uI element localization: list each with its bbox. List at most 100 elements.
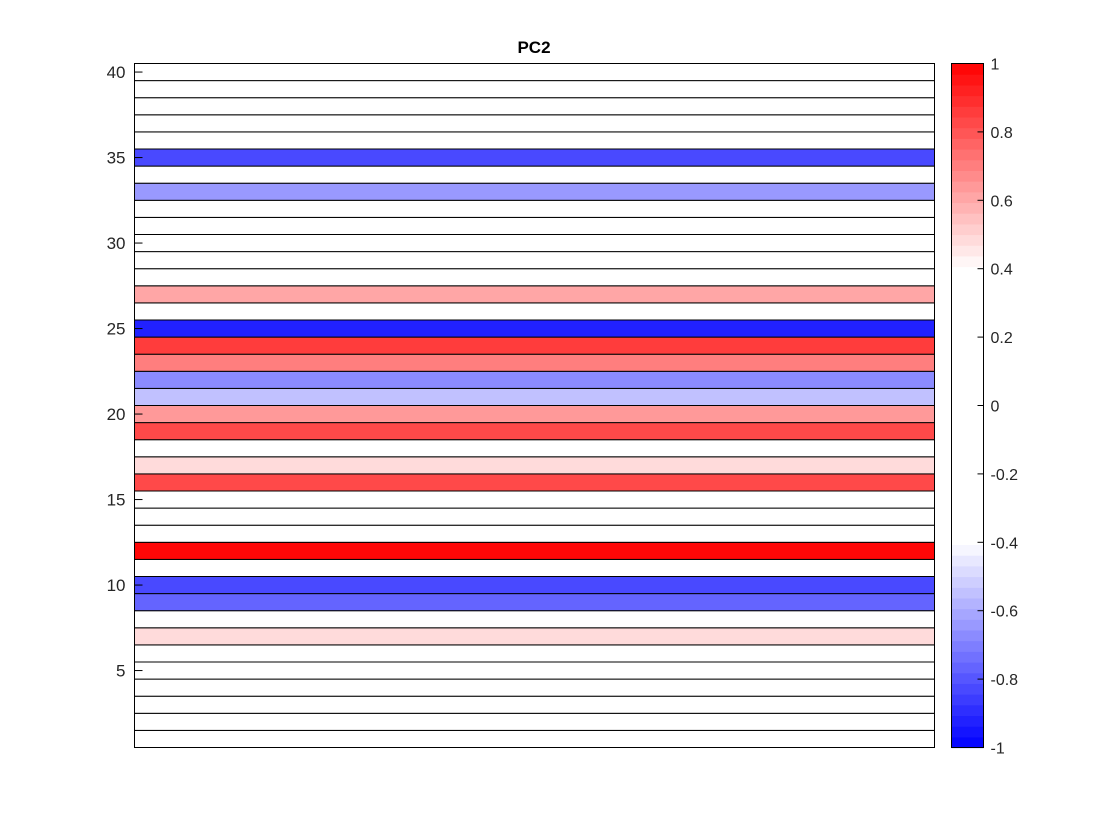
colorbar-level-62 xyxy=(951,74,984,86)
colorbar-level-33 xyxy=(951,384,984,396)
colorbar-tick-label--0.6: -0.6 xyxy=(991,604,1019,621)
colorbar-level-34 xyxy=(951,373,984,385)
heatmap-row-19 xyxy=(134,422,935,441)
colorbar-level-17 xyxy=(951,555,984,567)
colorbar-level-13 xyxy=(951,597,984,610)
colorbar-level-39 xyxy=(951,320,984,332)
heatmap-row-13 xyxy=(134,524,935,543)
colorbar-level-57 xyxy=(951,127,984,139)
heatmap-row-33 xyxy=(134,182,935,201)
colorbar-level-1 xyxy=(951,726,984,738)
colorbar-level-51 xyxy=(951,191,984,204)
heatmap-row-4 xyxy=(134,678,935,697)
colorbar-tick-label--0.8: -0.8 xyxy=(991,672,1019,689)
colorbar-level-20 xyxy=(951,523,984,535)
colorbar-level-37 xyxy=(951,341,984,353)
colorbar-level-32 xyxy=(951,394,984,407)
colorbar-level-30 xyxy=(951,416,984,428)
heatmap-row-28 xyxy=(134,268,935,287)
colorbar-level-38 xyxy=(951,330,984,342)
y-tick-label-25: 25 xyxy=(107,320,126,339)
colorbar-level-23 xyxy=(951,491,984,503)
heatmap-row-23 xyxy=(134,353,935,372)
colorbar xyxy=(951,63,984,749)
colorbar-level-0 xyxy=(951,736,984,749)
heatmap-row-5 xyxy=(134,661,935,680)
colorbar-level-11 xyxy=(951,619,984,631)
colorbar-level-15 xyxy=(951,576,984,588)
colorbar-level-42 xyxy=(951,287,984,300)
y-tick-label-5: 5 xyxy=(116,662,125,681)
heatmap-row-2 xyxy=(134,712,935,731)
heatmap-row-35 xyxy=(134,148,935,167)
colorbar-tick-label--1: -1 xyxy=(991,741,1005,758)
colorbar-level-45 xyxy=(951,255,984,268)
heatmap-row-6 xyxy=(134,644,935,663)
colorbar-level-35 xyxy=(951,362,984,375)
heatmap-row-34 xyxy=(134,165,935,184)
y-tick-label-30: 30 xyxy=(107,234,126,253)
colorbar-tick-label-0.2: 0.2 xyxy=(991,330,1013,347)
y-axis-ticks: 5 10 15 20 25 30 35 40 xyxy=(107,63,143,681)
colorbar-level-44 xyxy=(951,266,984,278)
colorbar-tick-label-0.8: 0.8 xyxy=(991,125,1013,142)
colorbar-level-55 xyxy=(951,149,984,161)
heatmap-row-21 xyxy=(134,387,935,406)
heatmap-row-26 xyxy=(134,302,935,321)
colorbar-level-18 xyxy=(951,544,984,556)
colorbar-level-29 xyxy=(951,426,984,439)
heatmap-row-38 xyxy=(134,97,935,116)
colorbar-level-52 xyxy=(951,181,984,193)
heatmap-row-27 xyxy=(134,285,935,304)
colorbar-level-58 xyxy=(951,116,984,129)
colorbar-level-41 xyxy=(951,298,984,310)
heatmap-row-29 xyxy=(134,251,935,270)
heatmap-rows xyxy=(134,63,935,749)
colorbar-level-3 xyxy=(951,704,984,717)
y-tick-label-20: 20 xyxy=(107,405,126,424)
heatmap-row-8 xyxy=(134,610,935,629)
colorbar-level-7 xyxy=(951,662,984,674)
colorbar-level-59 xyxy=(951,106,984,118)
heatmap-row-11 xyxy=(134,558,935,578)
colorbar-level-56 xyxy=(951,138,984,150)
colorbar-level-25 xyxy=(951,469,984,481)
colorbar-tick-label--0.2: -0.2 xyxy=(991,467,1019,484)
heatmap-row-24 xyxy=(134,336,935,355)
colorbar-level-53 xyxy=(951,170,984,182)
colorbar-level-54 xyxy=(951,159,984,171)
heatmap-row-9 xyxy=(134,593,935,612)
heatmap-row-40 xyxy=(134,63,935,82)
colorbar-level-24 xyxy=(951,480,984,492)
colorbar-level-9 xyxy=(951,640,984,652)
heatmap-row-1 xyxy=(134,729,935,749)
heatmap-row-37 xyxy=(134,114,935,133)
colorbar-level-31 xyxy=(951,405,984,417)
y-tick-label-40: 40 xyxy=(107,63,126,82)
colorbar-level-46 xyxy=(951,245,984,257)
heatmap-row-12 xyxy=(134,541,935,560)
heatmap-row-30 xyxy=(134,234,935,253)
chart-title: PC2 xyxy=(517,38,550,57)
colorbar-level-21 xyxy=(951,512,984,524)
heatmap-row-10 xyxy=(134,576,935,595)
heatmap-row-15 xyxy=(134,490,935,509)
colorbar-level-5 xyxy=(951,683,984,695)
colorbar-level-36 xyxy=(951,352,984,364)
colorbar-level-19 xyxy=(951,533,984,546)
colorbar-level-28 xyxy=(951,437,984,449)
heatmap-row-25 xyxy=(134,319,935,338)
colorbar-level-49 xyxy=(951,213,984,225)
heatmap-row-20 xyxy=(134,405,935,424)
colorbar-ticks: -1 -0.8 -0.6 -0.4 -0.2 0 0.2 0.4 0.6 0.8 1 xyxy=(977,57,1019,758)
colorbar-level-63 xyxy=(951,63,984,75)
colorbar-level-27 xyxy=(951,448,984,460)
colorbar-level-40 xyxy=(951,309,984,321)
heatmap-row-18 xyxy=(134,439,935,458)
colorbar-level-61 xyxy=(951,84,984,97)
colorbar-level-48 xyxy=(951,223,984,236)
colorbar-level-14 xyxy=(951,587,984,599)
heatmap-row-39 xyxy=(134,80,935,99)
colorbar-level-2 xyxy=(951,715,984,727)
colorbar-level-12 xyxy=(951,608,984,620)
